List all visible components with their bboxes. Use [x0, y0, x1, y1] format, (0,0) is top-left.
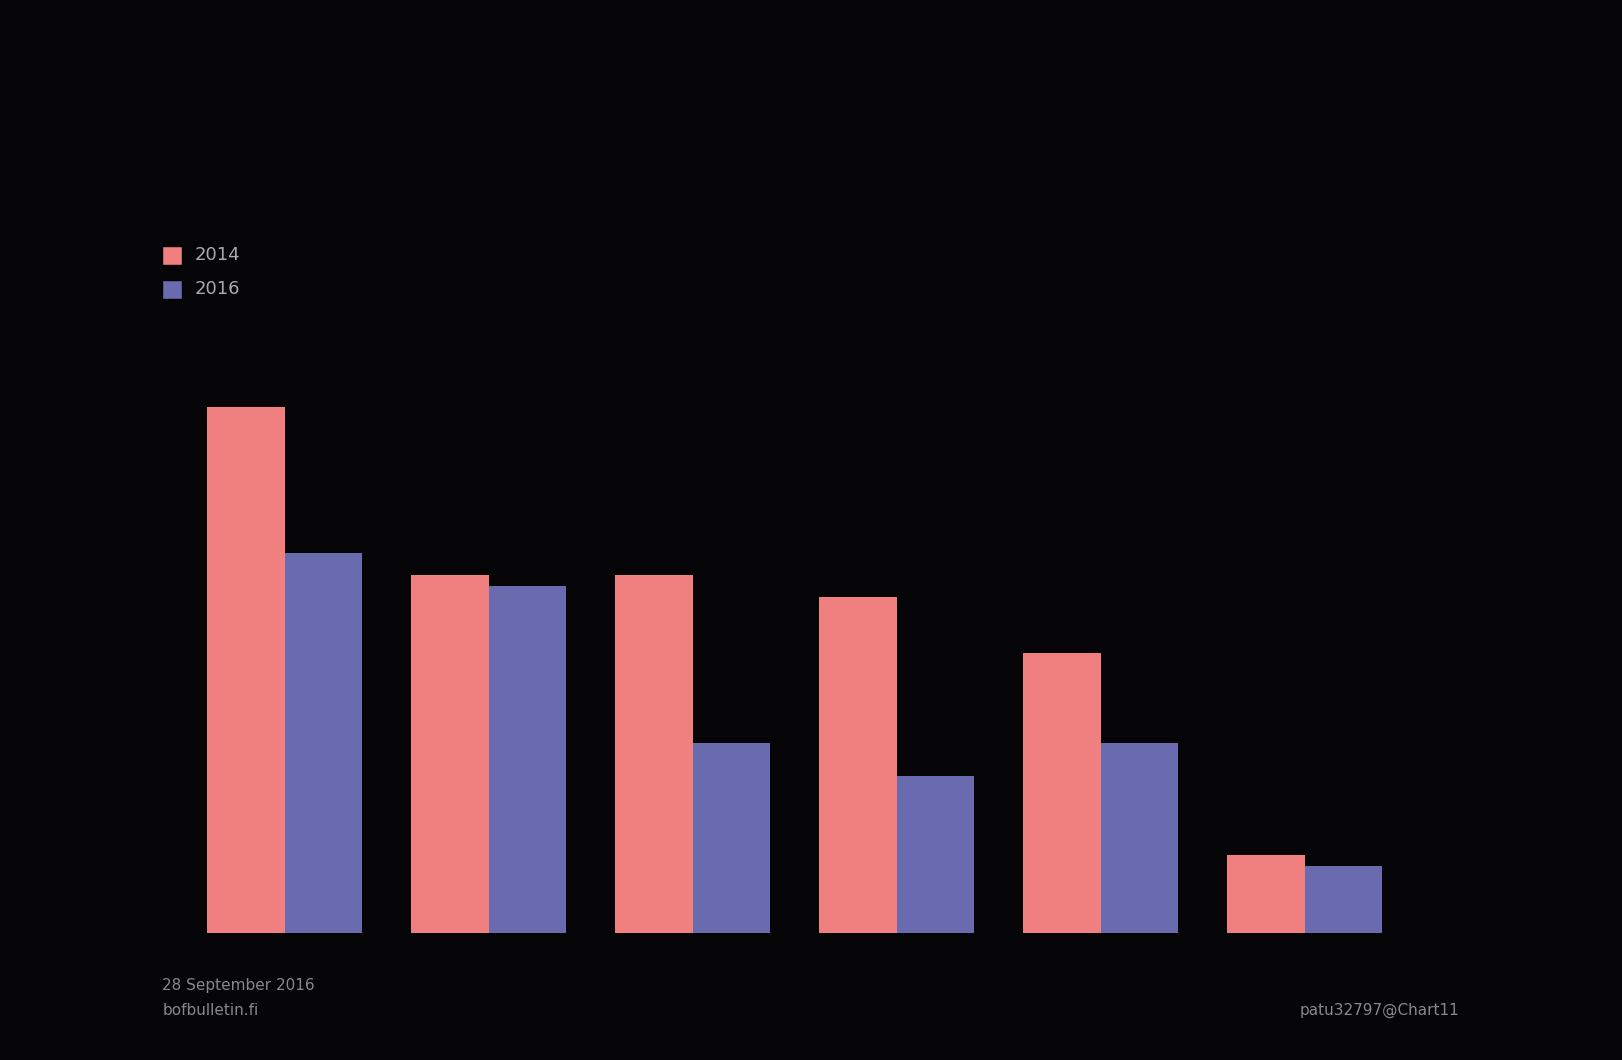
Text: 2016: 2016	[195, 281, 240, 298]
Bar	[488, 586, 566, 933]
Bar	[410, 576, 488, 933]
Text: 2014: 2014	[195, 247, 240, 264]
Bar	[1228, 854, 1306, 933]
Bar	[284, 552, 362, 933]
Bar	[693, 743, 770, 933]
Bar	[897, 776, 975, 933]
Bar	[819, 598, 897, 933]
Bar	[615, 576, 693, 933]
Text: 28 September 2016
bofbulletin.fi: 28 September 2016 bofbulletin.fi	[162, 978, 315, 1018]
Bar	[1306, 866, 1382, 933]
Bar	[208, 407, 284, 933]
Text: patu32797@Chart11: patu32797@Chart11	[1301, 1003, 1460, 1018]
Bar	[1023, 653, 1101, 933]
Bar	[1101, 743, 1179, 933]
